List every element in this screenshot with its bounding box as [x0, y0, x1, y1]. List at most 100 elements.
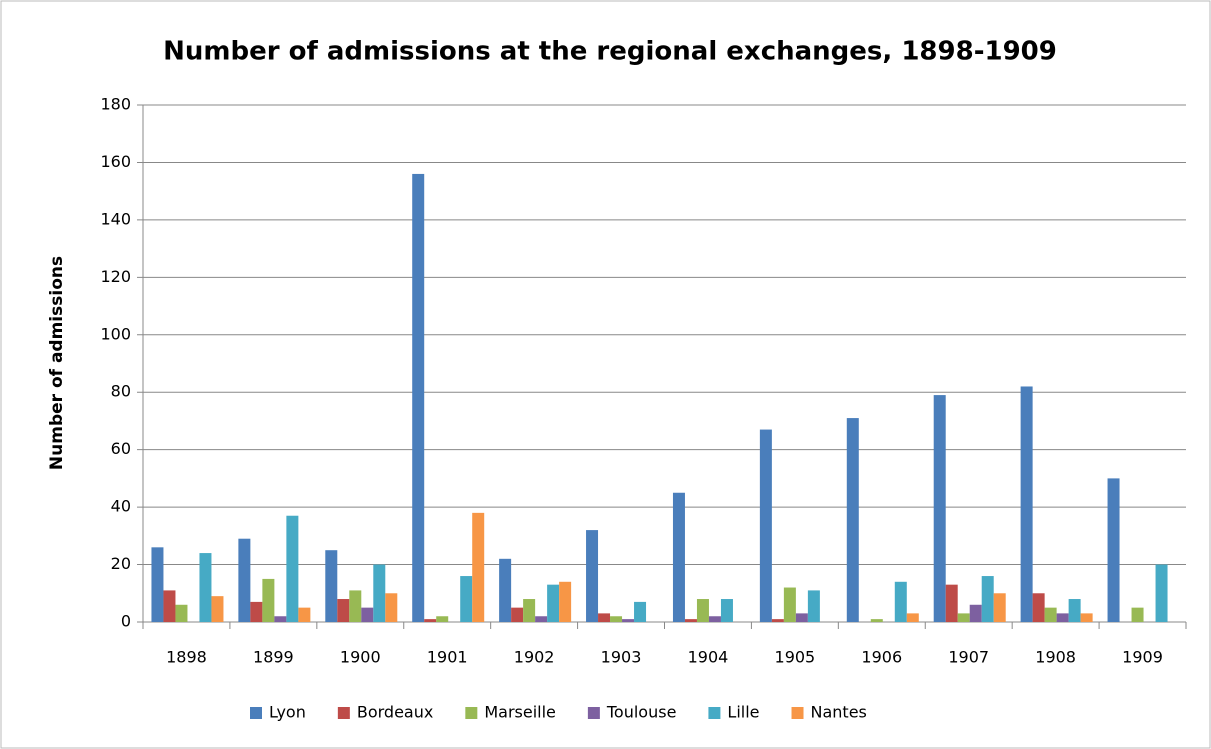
bar [1020, 386, 1033, 622]
bar [945, 584, 958, 622]
y-tick-label: 40 [111, 497, 131, 516]
bar [634, 601, 647, 622]
bar [286, 515, 299, 622]
bar [696, 599, 709, 622]
bar [622, 619, 635, 622]
bar [373, 564, 386, 622]
legend-swatch [337, 707, 350, 719]
bar [1155, 564, 1168, 622]
legend-label: Toulouse [606, 703, 677, 722]
bar [238, 538, 251, 622]
x-tick-label: 1907 [948, 648, 989, 667]
bar [846, 418, 859, 622]
y-tick-label: 80 [111, 382, 131, 401]
legend-label: Lille [727, 703, 759, 722]
bar [981, 576, 994, 622]
legend-label: Marseille [484, 703, 556, 722]
bar [262, 578, 275, 622]
legend-swatch [791, 707, 804, 719]
bar [511, 607, 524, 622]
bar [199, 553, 212, 622]
x-tick-label: 1909 [1122, 648, 1163, 667]
bar [870, 619, 883, 622]
bar [535, 616, 548, 622]
bar [523, 599, 536, 622]
x-tick-label: 1901 [427, 648, 468, 667]
y-tick-label: 100 [100, 324, 131, 343]
bar [175, 604, 188, 622]
bar [499, 558, 512, 622]
bar [250, 601, 263, 622]
bar [1044, 607, 1057, 622]
x-tick-label: 1902 [514, 648, 555, 667]
bar [412, 173, 425, 622]
bar [993, 593, 1006, 622]
x-tick-label: 1906 [861, 648, 902, 667]
x-tick-label: 1905 [775, 648, 816, 667]
bar [1080, 613, 1093, 622]
y-axis-label: Number of admissions [47, 256, 67, 470]
y-tick-label: 0 [121, 612, 131, 631]
bar [1107, 478, 1120, 622]
bar [771, 619, 784, 622]
bar [547, 584, 560, 622]
bar [933, 395, 946, 622]
bar [684, 619, 697, 622]
legend-swatch [708, 707, 721, 719]
bar [795, 613, 808, 622]
bar [969, 604, 982, 622]
bar [1131, 607, 1144, 622]
y-tick-label: 120 [100, 267, 131, 286]
bar [337, 599, 350, 622]
bar [708, 616, 721, 622]
bar [759, 429, 772, 622]
bar [151, 547, 164, 622]
bar [274, 616, 287, 622]
bar [783, 587, 796, 622]
bar [807, 590, 820, 622]
bar [298, 607, 311, 622]
bar [460, 576, 473, 622]
bar [163, 590, 176, 622]
bar [424, 619, 437, 622]
bar [894, 581, 907, 622]
bar [349, 590, 362, 622]
bar [361, 607, 374, 622]
legend-label: Bordeaux [357, 703, 433, 722]
y-tick-label: 60 [111, 439, 131, 458]
bar [906, 613, 919, 622]
bar [1056, 613, 1069, 622]
bar [211, 596, 224, 622]
x-tick-label: 1908 [1035, 648, 1076, 667]
bar [1068, 599, 1081, 622]
legend-label: Lyon [269, 703, 306, 722]
bar [610, 616, 623, 622]
bar [559, 581, 572, 622]
x-tick-label: 1900 [340, 648, 381, 667]
x-tick-label: 1903 [601, 648, 642, 667]
legend-label: Nantes [811, 703, 867, 722]
y-tick-label: 140 [100, 209, 131, 228]
bar [720, 599, 733, 622]
bar [325, 550, 338, 622]
x-tick-label: 1904 [688, 648, 729, 667]
x-tick-label: 1899 [253, 648, 294, 667]
x-tick-label: 1898 [166, 648, 207, 667]
y-tick-label: 160 [100, 152, 131, 171]
chart-title: Number of admissions at the regional exc… [163, 37, 1057, 67]
bar [1032, 593, 1045, 622]
bar [672, 492, 685, 622]
bar [472, 512, 485, 622]
y-tick-label: 20 [111, 554, 131, 573]
legend-swatch [465, 707, 478, 719]
bar [586, 530, 599, 622]
y-tick-label: 180 [100, 95, 131, 114]
bar [598, 613, 611, 622]
bar [385, 593, 398, 622]
bar [957, 613, 970, 622]
legend-swatch [250, 707, 262, 719]
legend-swatch [587, 707, 600, 719]
bar [436, 616, 449, 622]
